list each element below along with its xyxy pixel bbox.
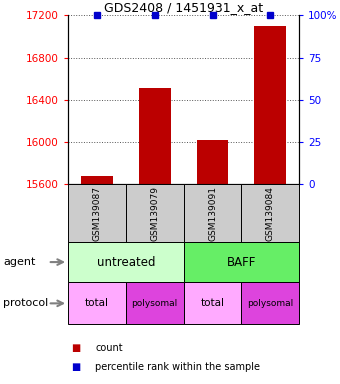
Text: ■: ■ [71,362,81,372]
Text: agent: agent [3,257,36,267]
Text: total: total [201,298,224,308]
Bar [126,282,184,324]
Text: GSM139084: GSM139084 [266,186,275,240]
Bar [126,184,184,242]
Title: GDS2408 / 1451931_x_at: GDS2408 / 1451931_x_at [104,1,263,14]
Bar [68,282,126,324]
Text: polysomal: polysomal [247,299,293,308]
Bar [254,26,286,184]
Bar [184,242,299,282]
Text: GSM139079: GSM139079 [150,185,159,241]
Bar [68,242,184,282]
Text: percentile rank within the sample: percentile rank within the sample [95,362,260,372]
Text: count: count [95,343,123,353]
Bar [241,282,299,324]
Bar [184,184,241,242]
Text: GSM139087: GSM139087 [92,185,101,241]
Bar [139,88,171,184]
Bar [81,176,113,184]
Bar [184,282,241,324]
Text: BAFF: BAFF [227,256,256,268]
Text: protocol: protocol [3,298,49,308]
Text: untreated: untreated [97,256,155,268]
Text: GSM139091: GSM139091 [208,185,217,241]
Bar [197,140,228,184]
Bar [68,184,126,242]
Text: polysomal: polysomal [132,299,178,308]
Bar [241,184,299,242]
Text: ■: ■ [71,343,81,353]
Text: total: total [85,298,109,308]
